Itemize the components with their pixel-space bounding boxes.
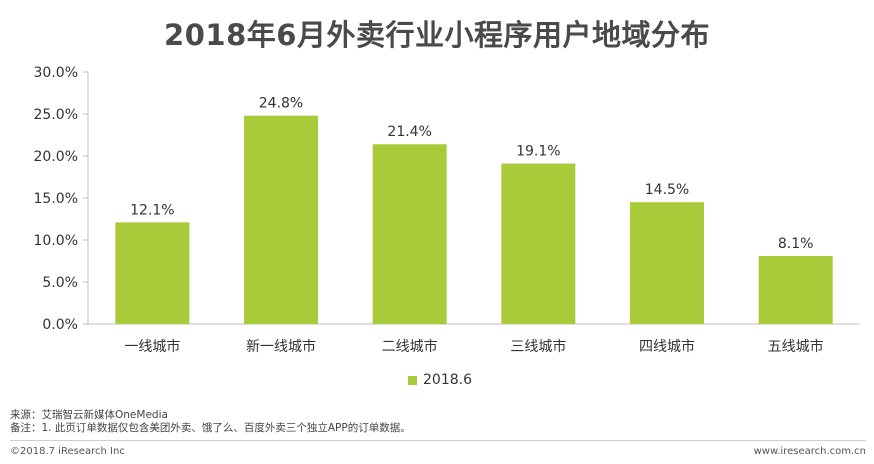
x-category-label: 三线城市 bbox=[510, 338, 566, 355]
legend: 2018.6 bbox=[408, 372, 472, 388]
footer-divider bbox=[10, 440, 866, 441]
bar bbox=[501, 163, 576, 324]
notes: 来源：艾瑞智云新媒体OneMedia 备注：1. 此页订单数据仅包含美团外卖、饿… bbox=[10, 409, 411, 435]
x-category-label: 二线城市 bbox=[382, 338, 438, 355]
source-note: 来源：艾瑞智云新媒体OneMedia bbox=[10, 409, 168, 421]
x-category-label: 一线城市 bbox=[124, 338, 180, 355]
bar-value-label: 24.8% bbox=[259, 96, 303, 112]
x-category-label: 五线城市 bbox=[768, 338, 824, 355]
y-tick-label: 5.0% bbox=[42, 275, 78, 291]
bar-value-label: 8.1% bbox=[778, 236, 814, 252]
y-tick-label: 10.0% bbox=[34, 233, 78, 249]
website-link[interactable]: www.iresearch.com.cn bbox=[753, 446, 866, 457]
bar bbox=[630, 202, 704, 324]
copyright: ©2018.7 iResearch Inc bbox=[10, 446, 125, 457]
y-tick-label: 30.0% bbox=[34, 65, 78, 81]
bar bbox=[244, 115, 318, 325]
y-tick-label: 0.0% bbox=[42, 317, 78, 333]
bar bbox=[372, 144, 447, 324]
bar-chart: 0.0% 5.0% 10.0% 15.0% 20.0% 25.0% 30.0% 12.1% 一线… bbox=[34, 65, 860, 355]
bar bbox=[758, 255, 833, 324]
y-tick-label: 25.0% bbox=[34, 107, 78, 123]
y-tick-label: 20.0% bbox=[34, 149, 78, 165]
bar bbox=[115, 222, 190, 324]
bar-value-label: 21.4% bbox=[387, 124, 431, 140]
legend-label: 2018.6 bbox=[423, 372, 472, 388]
x-category-label: 四线城市 bbox=[639, 338, 695, 355]
legend-swatch bbox=[408, 375, 417, 385]
bar-value-label: 14.5% bbox=[645, 182, 689, 198]
bar-value-label: 12.1% bbox=[130, 202, 174, 218]
chart-title: 2018年6月外卖行业小程序用户地域分布 bbox=[164, 18, 710, 52]
remark-note: 备注：1. 此页订单数据仅包含美团外卖、饿了么、百度外卖三个独立APP的订单数据… bbox=[10, 422, 411, 434]
y-tick-label: 15.0% bbox=[34, 191, 78, 207]
bar-value-label: 19.1% bbox=[516, 144, 560, 160]
x-category-label: 新一线城市 bbox=[246, 338, 316, 355]
